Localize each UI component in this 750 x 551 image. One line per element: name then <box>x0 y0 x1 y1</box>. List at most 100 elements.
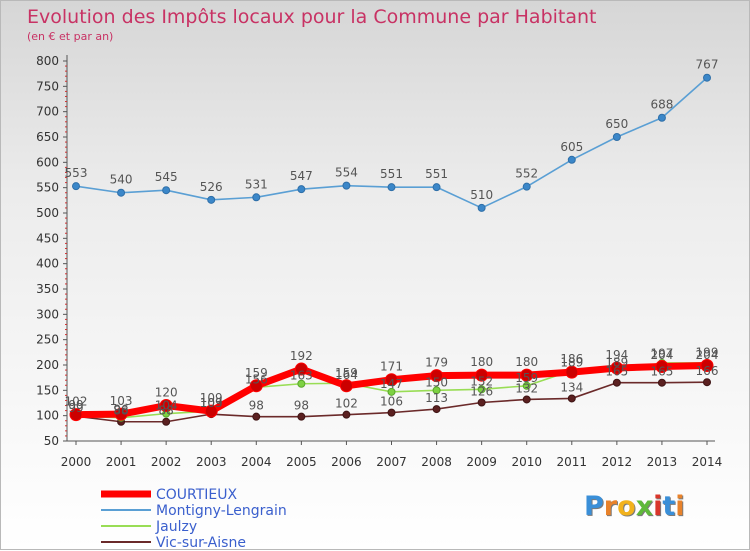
data-label: 204 <box>650 348 673 362</box>
data-point <box>342 410 351 419</box>
data-label: 109 <box>200 391 223 405</box>
data-label: 197 <box>650 347 673 361</box>
data-label: 134 <box>560 380 583 394</box>
data-point <box>477 203 486 212</box>
data-label: 180 <box>470 355 493 369</box>
data-point <box>432 386 441 395</box>
x-tick-label: 2007 <box>376 455 407 469</box>
data-label: 510 <box>470 188 493 202</box>
data-label: 98 <box>249 399 264 413</box>
data-point <box>432 183 441 192</box>
data-label: 164 <box>335 368 358 382</box>
data-label: 189 <box>560 356 583 370</box>
data-label: 551 <box>425 167 448 181</box>
data-label: 180 <box>515 355 538 369</box>
data-label: 553 <box>65 166 88 180</box>
data-point <box>655 360 669 374</box>
data-label: 554 <box>335 166 358 180</box>
data-point <box>387 408 396 417</box>
data-point <box>612 378 621 387</box>
data-label: 688 <box>650 98 673 112</box>
data-label: 171 <box>380 360 403 374</box>
data-point <box>477 385 486 394</box>
data-point <box>385 373 398 387</box>
data-label: 186 <box>560 352 583 366</box>
data-label: 165 <box>605 365 628 379</box>
data-point <box>207 195 216 204</box>
data-point <box>657 378 666 387</box>
data-point <box>342 181 351 190</box>
data-label: 531 <box>245 177 268 191</box>
data-point <box>72 182 80 191</box>
data-label: 551 <box>380 167 403 181</box>
data-label: 99 <box>68 401 83 415</box>
data-point <box>297 379 306 388</box>
data-point <box>204 404 218 418</box>
data-label: 120 <box>155 386 178 400</box>
data-label: 552 <box>515 167 538 181</box>
data-point <box>252 193 261 202</box>
data-point <box>432 405 441 414</box>
data-point <box>252 412 261 421</box>
data-label: 540 <box>110 173 133 187</box>
data-point <box>567 155 576 164</box>
data-label: 102 <box>335 397 358 411</box>
data-label: 113 <box>425 391 448 405</box>
y-tick-label: 400 <box>36 257 59 271</box>
data-point <box>612 133 621 141</box>
x-tick-label: 2003 <box>196 455 227 469</box>
y-tick-label: 750 <box>36 79 59 93</box>
legend-label: Jaulzy <box>155 519 197 535</box>
data-point <box>297 412 306 421</box>
data-label: 605 <box>560 140 583 154</box>
data-point <box>294 362 308 376</box>
data-label: 150 <box>425 375 448 389</box>
y-tick-label: 100 <box>36 409 59 423</box>
data-label: 96 <box>113 403 128 417</box>
x-tick-label: 2012 <box>602 455 633 469</box>
data-point <box>387 387 396 396</box>
data-label: 165 <box>650 365 673 379</box>
data-label: 650 <box>605 117 628 131</box>
x-tick-label: 2000 <box>61 455 92 469</box>
x-tick-label: 2005 <box>286 455 317 469</box>
data-point <box>162 417 171 426</box>
data-point <box>249 379 263 393</box>
data-point <box>69 408 83 422</box>
data-label: 189 <box>605 356 628 370</box>
data-label: 98 <box>294 399 309 413</box>
legend-label: Montigny-Lengrain <box>156 503 287 519</box>
x-tick-label: 2011 <box>557 455 588 469</box>
data-label: 126 <box>470 384 493 398</box>
y-tick-label: 150 <box>36 383 59 397</box>
chart-subtitle: (en € et par an) <box>27 30 114 43</box>
y-tick-label: 450 <box>36 231 59 245</box>
data-label: 767 <box>696 58 719 72</box>
y-tick-label: 650 <box>36 130 59 144</box>
y-tick-label: 200 <box>36 358 59 372</box>
data-point <box>117 188 126 197</box>
data-point <box>522 381 531 390</box>
data-label: 132 <box>515 381 538 395</box>
y-tick-label: 250 <box>36 333 59 347</box>
data-point <box>297 185 306 194</box>
x-tick-label: 2013 <box>647 455 678 469</box>
y-tick-label: 50 <box>44 434 59 448</box>
data-label: 159 <box>515 371 538 385</box>
data-label: 159 <box>245 366 268 380</box>
x-tick-label: 2006 <box>331 455 362 469</box>
data-point <box>700 359 714 373</box>
x-tick-label: 2014 <box>692 455 723 469</box>
data-point <box>565 365 579 379</box>
y-tick-label: 300 <box>36 307 59 321</box>
data-point <box>522 182 531 191</box>
data-label: 199 <box>696 346 719 360</box>
data-point <box>567 394 576 403</box>
data-point <box>114 407 128 421</box>
data-label: 179 <box>425 356 448 370</box>
y-tick-label: 500 <box>36 206 59 220</box>
y-tick-label: 350 <box>36 282 59 296</box>
data-label: 104 <box>155 399 178 413</box>
